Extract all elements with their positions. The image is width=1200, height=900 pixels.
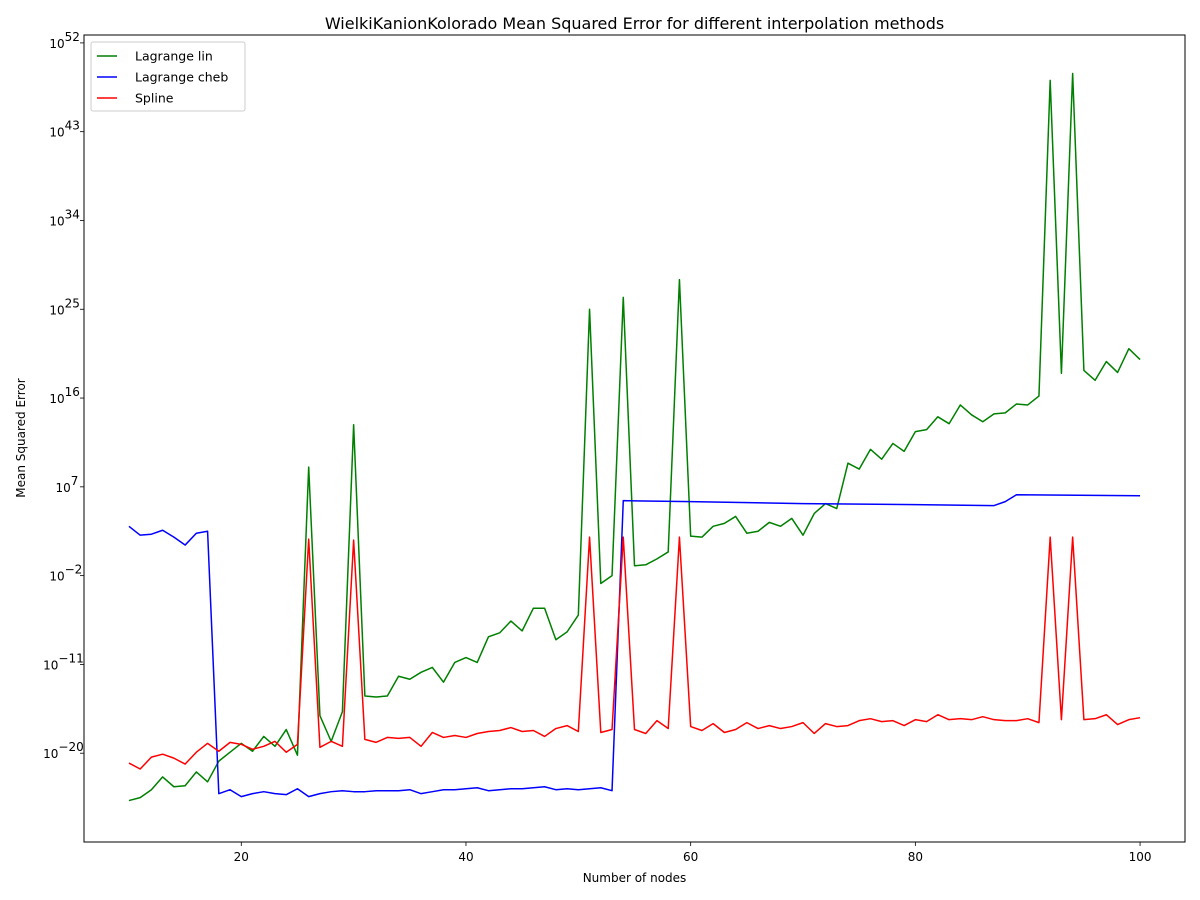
y-tick-base: 10 [49, 37, 64, 51]
y-tick-label: 10 −20 [43, 740, 84, 761]
y-tick-label: 10 25 [49, 296, 80, 317]
y-tick-exponent: 34 [65, 207, 80, 221]
x-tick-label: 100 [1129, 850, 1152, 864]
y-tick-exponent: 43 [65, 119, 80, 133]
x-tick-label: 60 [683, 850, 698, 864]
plot-area [83, 34, 1186, 843]
series-line-spline [128, 536, 1141, 770]
legend-label-lagrange-cheb: Lagrange cheb [135, 70, 228, 85]
chart-title: WielkiKanionKolorado Mean Squared Error … [325, 14, 944, 33]
y-tick-base: 10 [49, 214, 64, 228]
y-tick-label: 10 −2 [49, 563, 82, 584]
legend: Lagrange lin Lagrange cheb Spline [90, 41, 246, 112]
x-axis-label: Number of nodes [583, 871, 687, 885]
y-tick-exponent: −11 [58, 651, 83, 665]
y-tick-label: 10 16 [49, 385, 80, 406]
y-tick-exponent: 25 [65, 296, 80, 310]
x-axis-ticks: 20 40 60 80 100 [234, 842, 1152, 864]
y-tick-exponent: 7 [71, 474, 79, 488]
y-tick-base: 10 [49, 392, 64, 406]
y-axis-label: Mean Squared Error [14, 378, 28, 498]
y-tick-base: 10 [49, 570, 64, 584]
legend-label-spline: Spline [135, 91, 174, 106]
y-tick-exponent: −2 [65, 563, 83, 577]
y-tick-label: 10 7 [56, 474, 79, 495]
y-tick-base: 10 [49, 303, 64, 317]
y-tick-base: 10 [43, 658, 58, 672]
series-layer [128, 72, 1141, 802]
y-tick-exponent: 16 [65, 385, 80, 399]
series-line-lagrange-cheb [128, 493, 1141, 798]
y-tick-label: 10 34 [49, 207, 80, 228]
legend-box [90, 41, 246, 112]
y-tick-label: 10 43 [49, 119, 80, 140]
y-tick-base: 10 [49, 126, 64, 140]
legend-label-lagrange-lin: Lagrange lin [135, 49, 213, 64]
y-tick-exponent: −20 [58, 740, 83, 754]
y-tick-base: 10 [56, 481, 71, 495]
y-tick-label: 10 −11 [43, 651, 84, 672]
y-tick-exponent: 52 [65, 30, 80, 44]
series-line-lagrange-lin [128, 72, 1141, 802]
y-tick-label: 10 52 [49, 30, 80, 51]
x-tick-label: 40 [458, 850, 473, 864]
x-tick-label: 80 [908, 850, 923, 864]
x-tick-label: 20 [234, 850, 249, 864]
y-tick-base: 10 [43, 747, 58, 761]
